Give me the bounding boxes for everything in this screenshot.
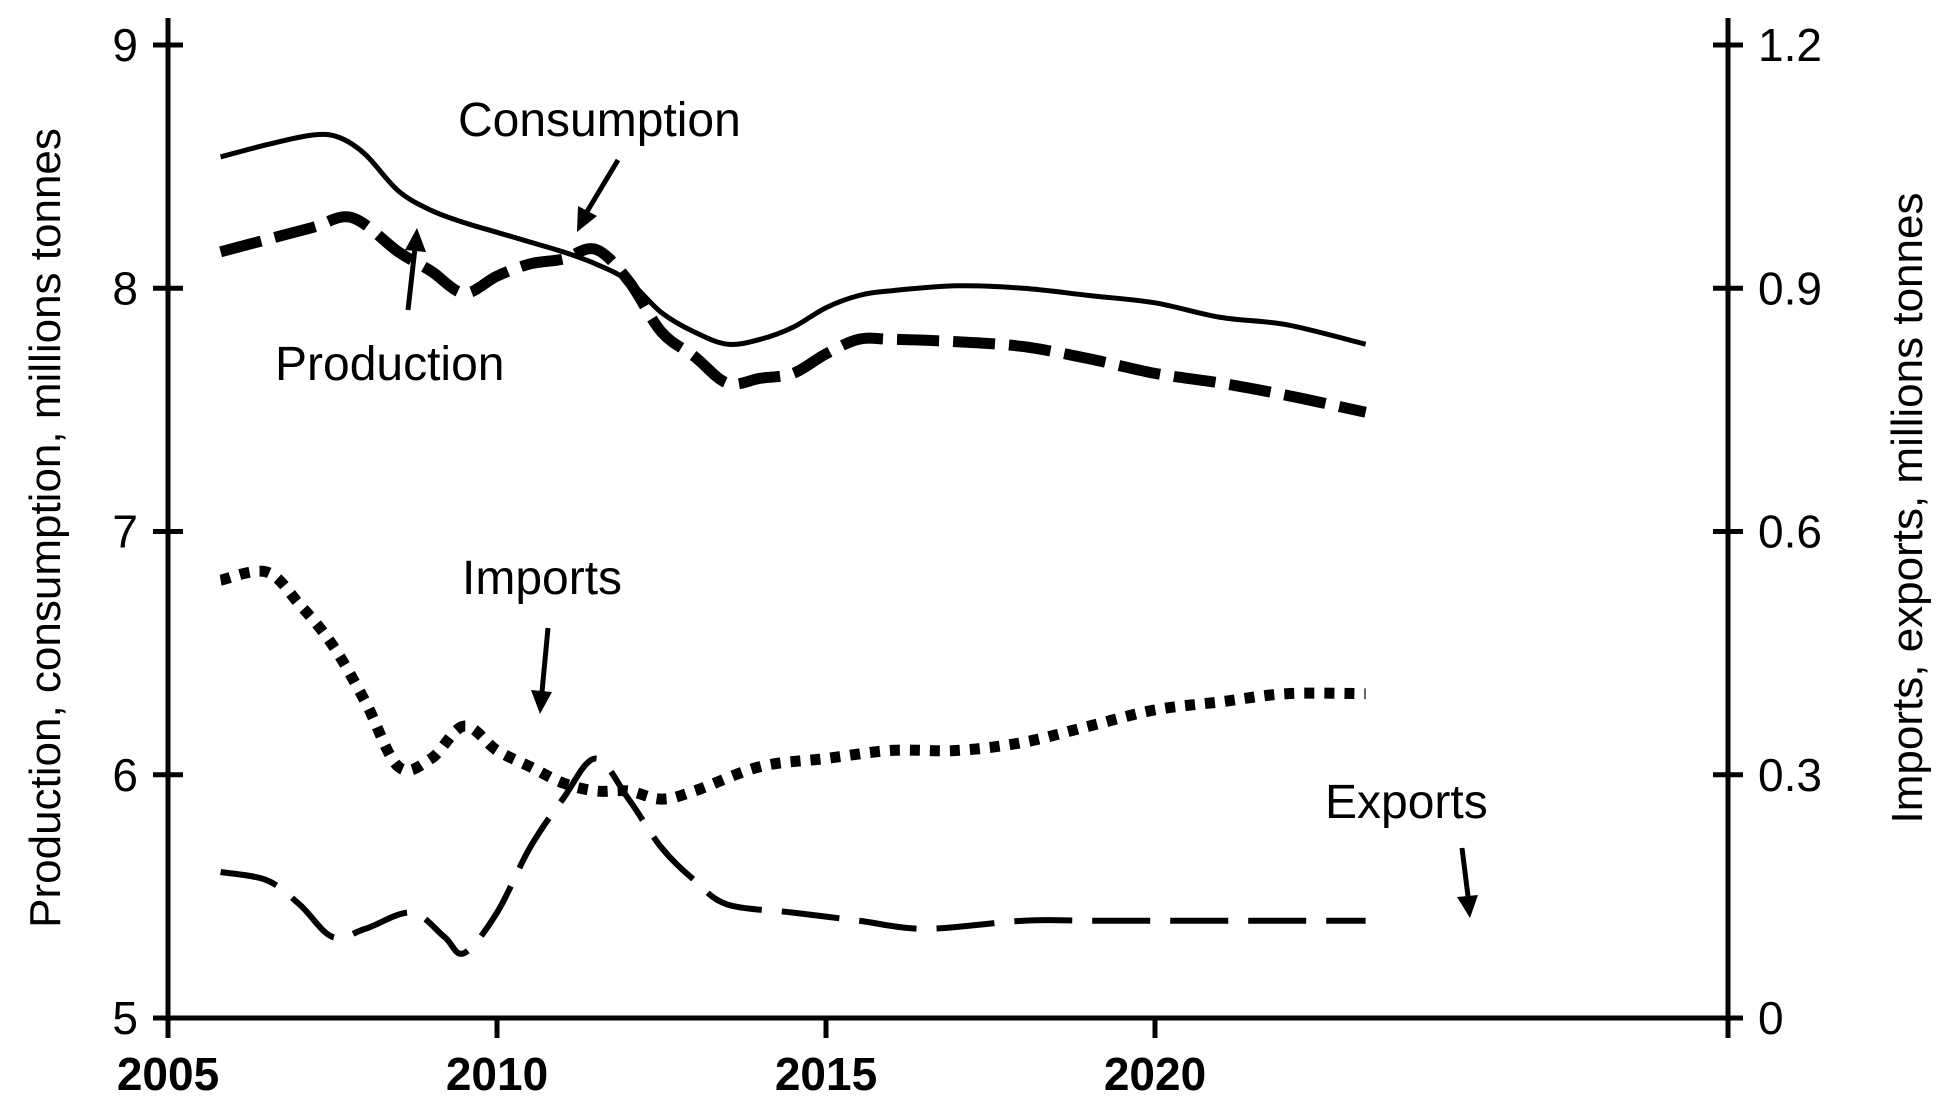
annotation-imports-arrow [539,627,551,693]
axes [165,18,1731,1038]
annotation-consumption-arrowhead [577,206,597,232]
y-tick-label: 8 [112,262,138,314]
y-tick-label: 6 [112,749,138,801]
y2-tick-label: 0.6 [1758,506,1822,558]
y-tick-label: 9 [112,19,138,71]
y-tick-label: 5 [112,992,138,1044]
annotation-production-arrow [405,247,418,311]
y-tick-label: 7 [112,506,138,558]
series-layer [219,131,1367,957]
annotation-imports-label: Imports [462,552,622,605]
annotation-production-label: Production [275,338,504,391]
series-line-consumption [219,131,1367,347]
x-tick-label: 2020 [1104,1048,1206,1100]
ticks: 5 6 7 8 9 0 0.3 0.6 0.9 1.2 2005 2010 2015 2020 [112,19,1822,1100]
x-tick-label: 2010 [446,1048,548,1100]
y2-tick-label: 1.2 [1758,19,1822,71]
annotation-exports-arrowhead [1457,895,1478,918]
annotation-production-arrowhead [405,228,426,252]
y2-tick-label: 0.3 [1758,749,1822,801]
series-line-production [219,211,1367,418]
series-line-exports [220,755,1366,957]
annotations: Consumption Production Imports Exports [275,94,1488,918]
y2-axis-title: Imports, exports, millions tonnes [1883,193,1932,824]
annotation-consumption-label: Consumption [458,94,741,147]
y-axis-title: Production, consumption, millions tonnes [21,128,70,928]
x-tick-label: 2015 [775,1048,877,1100]
annotation-consumption-arrow [582,158,621,217]
series-line-imports [219,565,1366,805]
annotation-imports-arrowhead [531,690,552,714]
annotation-exports-arrow [1459,847,1471,897]
annotation-exports-label: Exports [1325,776,1488,829]
y2-tick-label: 0.9 [1758,262,1822,314]
y2-tick-label: 0 [1758,992,1784,1044]
x-tick-label: 2005 [117,1048,219,1100]
